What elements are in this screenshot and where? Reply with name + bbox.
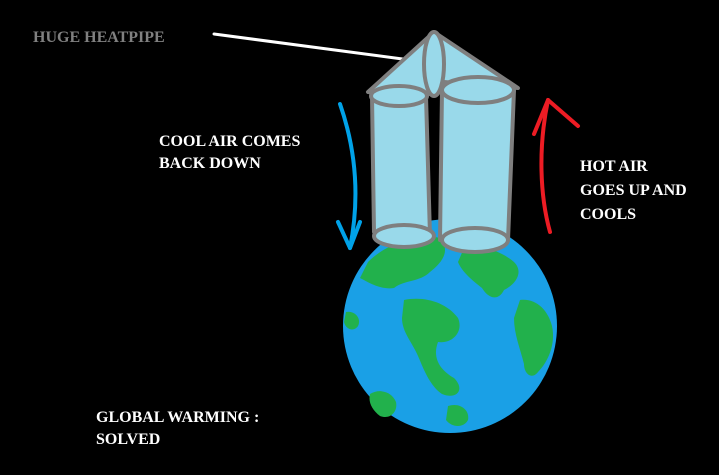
cool-air-label: COOL AIR COMES BACK DOWN xyxy=(159,131,300,175)
heatpipe-roof-cap xyxy=(422,30,446,98)
arrow-up-icon xyxy=(532,98,580,234)
label-pointer-line xyxy=(212,32,412,62)
heatpipe-drawing xyxy=(366,30,520,254)
hot-air-label: HOT AIR GOES UP AND COOLS xyxy=(580,155,687,227)
arrow-down-icon xyxy=(336,102,362,250)
land-southwest xyxy=(369,391,397,418)
heatpipe-label-text: HUGE HEATPIPE xyxy=(33,29,165,46)
result-line-2: SOLVED xyxy=(96,431,161,448)
land-south xyxy=(446,404,469,426)
heatpipe-left-tube xyxy=(370,94,432,238)
heatpipe-right-top xyxy=(440,75,516,105)
hot-air-line-3: COOLS xyxy=(580,206,637,223)
heatpipe-left-bottom xyxy=(372,223,436,249)
hot-air-line-2: GOES UP AND xyxy=(580,182,687,199)
land-west-small xyxy=(344,311,360,330)
heatpipe-right-tube xyxy=(438,88,516,242)
cool-arrow-head xyxy=(336,220,362,250)
hot-arrow-shaft xyxy=(539,98,552,234)
heatpipe-left-top xyxy=(369,84,429,108)
hot-arrow-head xyxy=(532,98,580,136)
land-east xyxy=(514,299,554,376)
heatpipe-right-bottom xyxy=(440,226,510,254)
hot-air-line-1: HOT AIR xyxy=(580,158,648,175)
result-line-1: GLOBAL WARMING : xyxy=(96,409,260,426)
land-northeast xyxy=(458,246,519,298)
land-north xyxy=(360,236,446,289)
cool-air-line-2: BACK DOWN xyxy=(159,155,261,172)
cool-arrow-shaft xyxy=(338,102,358,250)
land-center xyxy=(402,298,460,396)
heatpipe-label: HUGE HEATPIPE xyxy=(33,28,165,48)
earth-globe-icon xyxy=(343,219,557,433)
global-warming-label: GLOBAL WARMING : SOLVED xyxy=(96,407,259,451)
cool-air-line-1: COOL AIR COMES xyxy=(159,133,301,150)
